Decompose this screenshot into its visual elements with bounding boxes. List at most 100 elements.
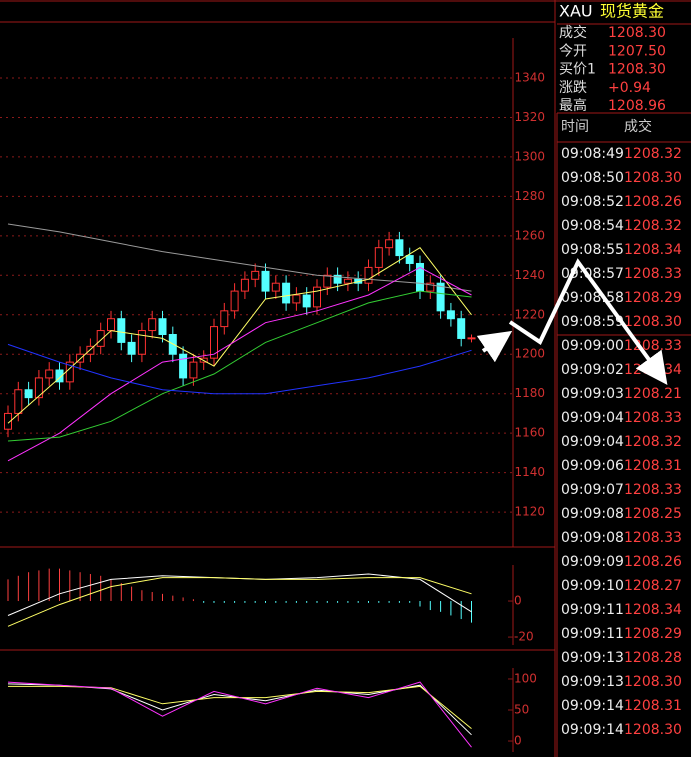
- trade-price: 1208.25: [624, 506, 682, 522]
- quote-value: +0.94: [608, 80, 651, 96]
- trade-time: 09:08:55: [561, 242, 624, 258]
- indicator-line: [7, 343, 472, 395]
- quote-value: 1208.96: [608, 98, 666, 114]
- trade-price: 1208.32: [624, 146, 682, 162]
- trade-price: 1208.33: [624, 410, 682, 426]
- candle-body: [45, 369, 54, 379]
- y-tick-label: 1140: [514, 465, 545, 479]
- candle-body: [117, 318, 126, 343]
- symbol: XAU: [559, 2, 593, 21]
- trade-time: 09:09:14: [561, 698, 624, 714]
- quote-label: 买价1: [559, 62, 596, 78]
- trade-price: 1208.30: [624, 170, 682, 186]
- y-tick-label: 1120: [514, 505, 545, 519]
- trade-time: 09:08:54: [561, 218, 624, 234]
- annotation-arrows: [476, 258, 668, 385]
- quote-value: 1207.50: [608, 43, 666, 59]
- candle-body: [467, 337, 476, 340]
- trade-price: 1208.34: [624, 242, 682, 258]
- instrument-name: 现货黄金: [600, 2, 664, 21]
- candle-body: [220, 310, 229, 328]
- indicator-line: [7, 577, 472, 627]
- trade-time: 09:09:09: [561, 554, 624, 570]
- quote-value: 1208.30: [608, 25, 666, 41]
- indicator-line: [7, 247, 472, 424]
- trade-time: 09:08:58: [561, 290, 624, 306]
- y-tick-label: 1220: [514, 307, 545, 321]
- trade-price: 1208.30: [624, 674, 682, 690]
- trade-price: 1208.27: [624, 578, 682, 594]
- quote-value: 1208.30: [608, 62, 666, 78]
- candle-body: [323, 274, 332, 288]
- candle-body: [271, 282, 280, 292]
- y-tick-label: 1340: [514, 71, 545, 85]
- candle-body: [426, 282, 435, 292]
- indicator-line: [7, 290, 472, 442]
- candle-body: [4, 412, 12, 430]
- trade-price: 1208.28: [624, 650, 682, 666]
- trade-time: 09:09:08: [561, 530, 624, 546]
- candle-body: [446, 310, 455, 320]
- trade-time: 09:09:08: [561, 506, 624, 522]
- y-tick-label: 1180: [514, 386, 545, 400]
- column-header: 成交: [624, 118, 652, 135]
- candle-body: [127, 341, 136, 355]
- column-header: 时间: [561, 119, 589, 135]
- trade-time: 09:08:57: [561, 266, 624, 282]
- candle-body: [405, 255, 414, 264]
- trade-time: 09:09:06: [561, 458, 624, 474]
- candle-body: [385, 239, 394, 249]
- candle-body: [292, 294, 301, 304]
- candle-body: [302, 294, 311, 308]
- trade-price: 1208.26: [624, 194, 682, 210]
- y-tick-label: 100: [514, 671, 537, 685]
- trade-price: 1208.31: [624, 698, 682, 714]
- candle-body: [148, 318, 157, 332]
- candle-body: [251, 270, 260, 280]
- trade-price: 1208.30: [624, 314, 682, 330]
- candle-body: [313, 286, 321, 308]
- candle-body: [189, 361, 198, 379]
- trade-time: 09:09:11: [561, 626, 624, 642]
- candle-body: [158, 318, 167, 336]
- y-tick-label: 1320: [514, 110, 545, 124]
- candle-body: [107, 318, 115, 332]
- trade-time: 09:09:11: [561, 602, 624, 618]
- trade-time: 09:09:02: [561, 362, 624, 378]
- candle-body: [282, 282, 291, 304]
- trade-price: 1208.34: [624, 602, 682, 618]
- candle-body: [210, 326, 218, 359]
- ui: 成交 1208.30 今开 1207.50 买价1 1208.30 涨跌 +0.94 最高 120…: [0, 24, 682, 748]
- trade-price: 1208.29: [624, 626, 682, 642]
- trade-time: 09:08:49: [561, 146, 624, 162]
- trade-price: 1208.33: [624, 266, 682, 282]
- trade-time: 09:09:04: [561, 434, 624, 450]
- y-tick-label: 1260: [514, 228, 545, 242]
- candle-body: [261, 270, 270, 292]
- candle-body: [76, 353, 85, 363]
- candle-body: [137, 330, 146, 355]
- indicator-line: [7, 266, 472, 462]
- y-tick-label: 1160: [514, 426, 545, 440]
- trade-time: 09:09:10: [561, 578, 624, 594]
- candle-body: [436, 282, 445, 312]
- trade-time: 09:08:50: [561, 170, 624, 186]
- trade-price: 1208.30: [624, 722, 682, 738]
- y-tick-label: 0: [514, 594, 522, 608]
- quote-label: 今开: [559, 43, 587, 59]
- trade-price: 1208.31: [624, 458, 682, 474]
- y-tick-label: 1300: [514, 149, 545, 163]
- trade-time: 09:09:00: [561, 338, 624, 354]
- trade-time: 09:08:59: [561, 314, 624, 330]
- candle-body: [343, 278, 352, 284]
- trade-price: 1208.26: [624, 554, 682, 570]
- y-tick-label: 50: [514, 703, 529, 717]
- trade-price: 1208.32: [624, 434, 682, 450]
- y-tick-label: 0: [514, 734, 522, 748]
- candle-body: [240, 278, 249, 292]
- candle-body: [14, 389, 23, 414]
- quote-label: 成交: [559, 24, 587, 41]
- indicator-line: [7, 681, 472, 748]
